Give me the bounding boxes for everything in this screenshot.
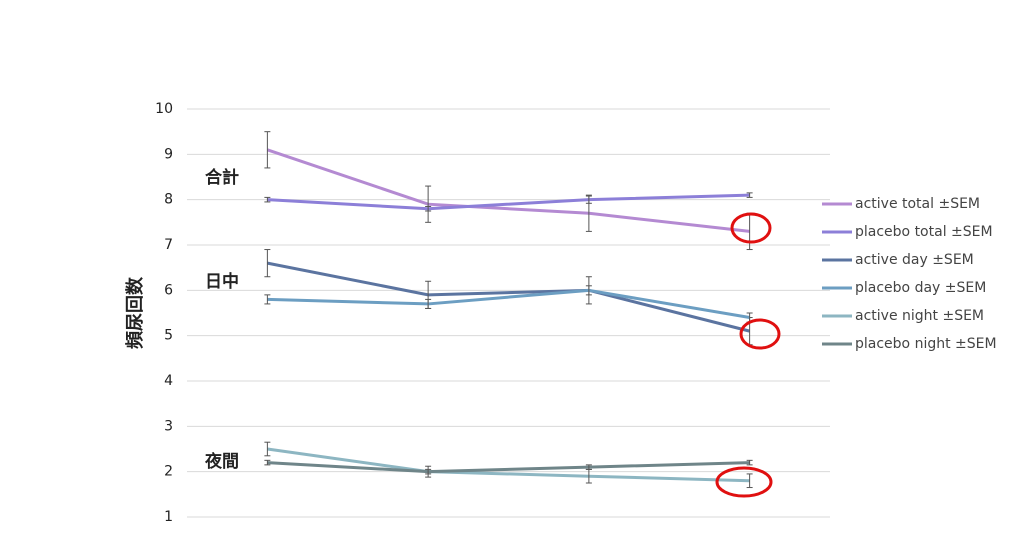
legend-label: placebo day ±SEM bbox=[855, 280, 986, 296]
highlight-circle bbox=[730, 212, 772, 244]
legend-label: active day ±SEM bbox=[855, 252, 974, 268]
highlight-circle bbox=[715, 466, 773, 498]
error-bar bbox=[585, 195, 592, 204]
error-bar bbox=[425, 185, 432, 223]
series-line bbox=[267, 461, 750, 474]
y-tick-label: 8 bbox=[164, 192, 173, 208]
legend-label: placebo night ±SEM bbox=[855, 336, 997, 352]
y-tick-label: 9 bbox=[164, 146, 173, 162]
y-tick-label: 4 bbox=[164, 373, 173, 389]
grid bbox=[187, 108, 830, 518]
error-bar bbox=[746, 459, 753, 466]
error-bar bbox=[264, 131, 271, 169]
error-bar bbox=[746, 192, 753, 198]
series-line bbox=[267, 447, 750, 483]
error-bar bbox=[425, 298, 432, 309]
y-tick-label: 3 bbox=[164, 418, 173, 434]
series-line bbox=[267, 193, 750, 211]
y-axis-label: 頻尿回数 bbox=[124, 276, 146, 349]
error-bar bbox=[264, 249, 271, 278]
series-line bbox=[267, 288, 750, 320]
y-tick-label: 2 bbox=[164, 464, 173, 480]
plot bbox=[264, 131, 753, 489]
error-bar bbox=[746, 473, 753, 489]
legend-label: active night ±SEM bbox=[855, 308, 984, 324]
error-bar bbox=[264, 459, 271, 466]
error-bar bbox=[585, 285, 592, 296]
error-bar bbox=[264, 294, 271, 305]
y-tick-label: 7 bbox=[164, 237, 173, 253]
y-tick-label: 1 bbox=[164, 509, 173, 525]
series-line bbox=[267, 261, 750, 333]
error-bar bbox=[585, 464, 592, 470]
annotation: 夜間 bbox=[204, 451, 239, 472]
y-tick-label: 6 bbox=[164, 282, 173, 298]
error-bar bbox=[264, 441, 271, 457]
series-line bbox=[266, 148, 750, 233]
error-bar bbox=[264, 196, 271, 203]
annotation: 日中 bbox=[205, 271, 239, 292]
error-bar bbox=[425, 205, 432, 212]
y-tick-label: 10 bbox=[155, 101, 173, 117]
annotation: 合計 bbox=[205, 167, 239, 188]
legend-label: active total ±SEM bbox=[855, 196, 980, 212]
y-tick-label: 5 bbox=[164, 328, 173, 344]
highlight-circle bbox=[739, 318, 781, 350]
legend-label: placebo total ±SEM bbox=[855, 224, 993, 240]
error-bar bbox=[425, 468, 432, 475]
